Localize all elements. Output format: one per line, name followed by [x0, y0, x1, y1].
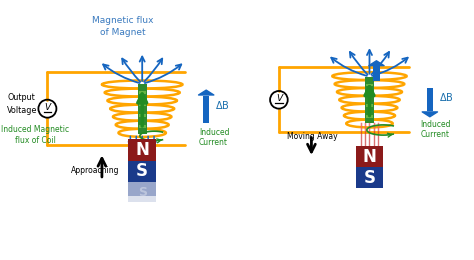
Text: Voltage: Voltage [7, 106, 37, 115]
Text: of Magnet: of Magnet [100, 28, 146, 37]
Text: Approaching: Approaching [71, 166, 119, 175]
Bar [137, 84, 147, 134]
Text: flux of Coil: flux of Coil [15, 136, 56, 145]
Text: Induced: Induced [420, 120, 451, 128]
Bar [128, 139, 156, 161]
Text: Induced Magnetic: Induced Magnetic [1, 125, 70, 134]
Text: Current: Current [199, 138, 228, 147]
Text: N: N [363, 148, 376, 166]
Bar [128, 161, 156, 182]
Text: Moving Away: Moving Away [287, 132, 338, 141]
Text: V: V [45, 103, 50, 112]
Text: S: S [138, 186, 146, 199]
Bar [366, 105, 373, 107]
Text: Induced: Induced [199, 128, 229, 137]
Bar [138, 114, 146, 117]
Bar [138, 91, 146, 94]
Bar [427, 88, 433, 112]
Text: Current: Current [420, 130, 449, 139]
Bar [128, 182, 156, 202]
Bar [138, 102, 146, 106]
Text: N: N [135, 141, 149, 159]
Bar [366, 115, 373, 118]
Text: Magnetic flux: Magnetic flux [92, 16, 154, 25]
Text: V: V [276, 94, 282, 103]
Bar [356, 146, 383, 167]
Text: $\Delta$B: $\Delta$B [439, 92, 453, 103]
Bar [365, 77, 374, 123]
Text: Output: Output [7, 93, 35, 102]
Bar [366, 83, 373, 87]
Text: S: S [136, 162, 148, 180]
Bar [356, 167, 383, 188]
Bar [373, 66, 380, 81]
Text: $\Delta$B: $\Delta$B [215, 99, 230, 111]
Bar [138, 125, 146, 128]
Text: S: S [364, 169, 375, 187]
Bar [203, 96, 210, 123]
Bar [366, 94, 373, 97]
Bar [128, 182, 156, 196]
